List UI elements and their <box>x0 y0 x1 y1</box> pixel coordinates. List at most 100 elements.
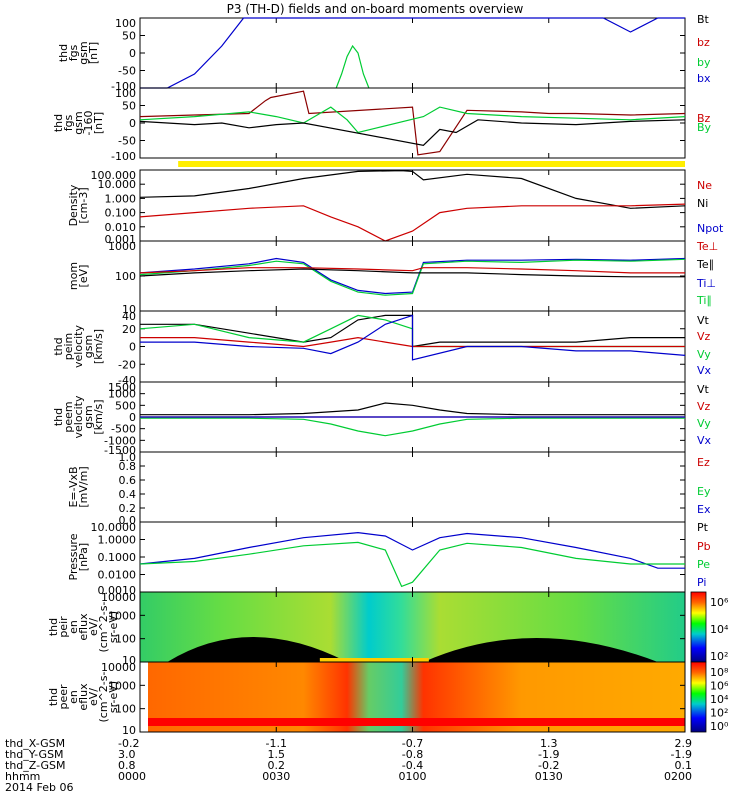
footer-date: 2014 Feb 06 <box>5 781 73 794</box>
y-tick-label: 10 <box>122 303 136 316</box>
y-axis-label: -160 <box>82 111 95 136</box>
legend-entry: Npot <box>697 222 724 235</box>
legend-entry: Vy <box>697 348 711 361</box>
colorbar-tick-label: 10⁶ <box>710 596 729 609</box>
y-tick-label: 20 <box>122 323 136 336</box>
y-tick-label: 1000 <box>108 609 136 622</box>
colorbar-tick-label: 10⁸ <box>710 666 729 679</box>
panel-e-vxb: 1.00.80.60.40.20.0 E=-VxB[mV/m] Ez Ey Ex <box>67 451 711 527</box>
legend-entry: Ti∥ <box>696 294 712 307</box>
y-axis-label: en <box>67 690 80 704</box>
y-tick-label: 0 <box>129 117 136 130</box>
y-axis-label: peir <box>57 616 70 638</box>
footer-value: 0.1 <box>675 759 693 772</box>
legend-entry: by <box>697 56 711 69</box>
series-line-Ti⊥ <box>139 257 686 295</box>
quality-bar <box>178 161 685 167</box>
y-tick-label: 1500 <box>108 381 136 394</box>
footer-ephemeris: thd_X-GSM -0.2 -1.1 -0.7 1.3 2.9 thd_Y-GSM 3.0 1… <box>5 737 692 794</box>
legend-entry: Pe <box>697 558 710 571</box>
footer-value: -0.7 <box>402 737 423 750</box>
series-line-bx <box>140 17 685 89</box>
y-tick-label: -1500 <box>104 444 136 457</box>
footer-value: -1.1 <box>266 737 287 750</box>
legend-entry: Vy <box>697 417 711 430</box>
y-tick-label: 1.0 <box>119 451 137 464</box>
legend-entry: bx <box>697 72 711 85</box>
y-tick-label: 100.000 <box>91 169 137 182</box>
y-axis-label: velocity <box>72 395 85 438</box>
y-axis-label: gsm <box>82 405 95 428</box>
legend-entry: Bt <box>697 13 710 26</box>
y-tick-label: 50 <box>122 100 136 113</box>
legend-entry: Te∥ <box>696 258 714 271</box>
heatmap-potential-bar <box>319 658 429 662</box>
footer-value: -0.2 <box>538 759 559 772</box>
legend-entry: Vz <box>697 330 711 343</box>
legend-entry: Vt <box>697 314 710 327</box>
y-axis-label: Pressure <box>67 533 80 580</box>
heatmap-low-energy-region-right <box>423 638 658 662</box>
panels-group: 100500-50-100thdfgsgsm[nT]Btbzbybx100500… <box>47 13 729 737</box>
y-tick-label: 100 <box>115 17 136 30</box>
legend-entry: Ey <box>697 485 711 498</box>
footer-row-label: thd_X-GSM <box>5 737 65 750</box>
footer-value: 1.5 <box>268 748 286 761</box>
footer-value: 0030 <box>262 770 290 783</box>
y-tick-label: 0.6 <box>119 474 137 487</box>
footer-value: -0.2 <box>118 737 139 750</box>
y-tick-label: 0 <box>129 411 136 424</box>
y-tick-label: 0 <box>129 341 136 354</box>
y-tick-label: 0.0 <box>119 514 137 527</box>
legend-entry: Ti⊥ <box>696 277 716 290</box>
y-tick-label: 1000 <box>108 679 136 692</box>
y-axis-label: [cm-3] <box>77 187 90 223</box>
colorbar-tick-label: 10² <box>710 650 728 663</box>
footer-value: 0.2 <box>268 759 286 772</box>
y-tick-label: 0.4 <box>119 488 137 501</box>
y-axis-label: thd <box>52 337 65 355</box>
y-axis-label: [km/s] <box>92 329 105 364</box>
panel-frame <box>139 17 686 89</box>
y-axis-label: en <box>67 620 80 634</box>
y-tick-label: -40 <box>118 374 136 387</box>
y-tick-label: 0.0010 <box>98 584 137 597</box>
y-axis-label: thd <box>52 114 65 132</box>
y-tick-label: 0.0100 <box>98 569 137 582</box>
legend-entry: Pi <box>697 576 706 589</box>
colorbar-tick-label: 10² <box>710 707 728 720</box>
figure-title: P3 (TH-D) fields and on-board moments ov… <box>227 2 524 16</box>
y-tick-label: 10000 <box>101 661 136 674</box>
y-tick-label: -100 <box>111 80 136 93</box>
y-axis-label: velocity <box>72 325 85 368</box>
y-axis-label: [nT] <box>87 42 100 64</box>
y-axis-label: eV/ <box>87 618 100 636</box>
colorbar-tick-label: 10⁰ <box>710 720 729 733</box>
series-line-by <box>335 44 370 89</box>
y-tick-label: 0.010 <box>105 221 137 234</box>
y-axis-label: eV/ <box>87 688 100 706</box>
y-tick-label: 0 <box>129 47 136 60</box>
legend-entry: Ne <box>697 179 712 192</box>
footer-value: 0130 <box>535 770 563 783</box>
y-axis-label: eflux <box>77 683 90 711</box>
series-line-By <box>139 106 686 134</box>
footer-value: 0000 <box>118 770 146 783</box>
y-axis-label: (cm^2-s- <box>97 672 110 723</box>
y-tick-label: 10.000 <box>98 178 137 191</box>
y-tick-label: 100 <box>115 270 136 283</box>
series-line-Bz <box>139 90 686 156</box>
y-axis-label: [eV] <box>77 265 90 288</box>
colorbar <box>690 661 707 733</box>
legend-entry: Ni <box>697 197 708 210</box>
y-tick-label: -20 <box>118 358 136 371</box>
footer-value: -1.9 <box>538 748 559 761</box>
y-axis-label: peim <box>62 333 75 361</box>
y-tick-label: 50 <box>122 30 136 43</box>
y-tick-label: 0.8 <box>119 460 137 473</box>
